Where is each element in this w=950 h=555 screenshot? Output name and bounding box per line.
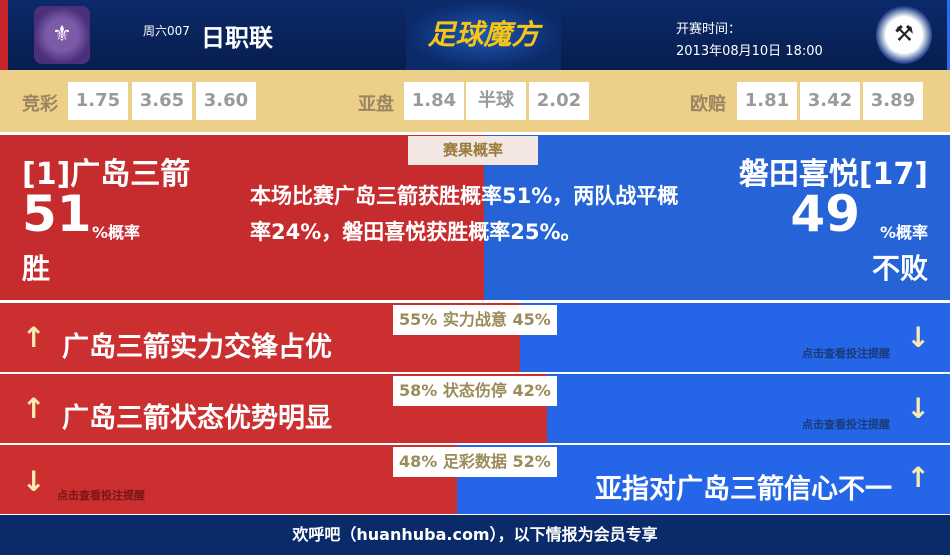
- away-team-logo-icon: ⚒: [876, 6, 932, 64]
- arrow-up-icon: ↑: [906, 461, 930, 494]
- betting-tip-link[interactable]: 点击查看投注提醒: [802, 347, 890, 360]
- league-name: 日职联: [201, 24, 273, 52]
- odds-cell: 3.42: [800, 82, 860, 120]
- arrow-up-icon: ↑: [22, 392, 46, 425]
- odds-cell: 1.81: [737, 82, 797, 120]
- analysis-row-form[interactable]: ↑ 广岛三箭状态优势明显 58% 状态伤停 42% 点击查看投注提醒 ↓: [0, 374, 950, 443]
- away-team-name: 磐田喜悦[17]: [738, 157, 928, 192]
- odds-bar: 竞彩 1.75 3.65 3.60 亚盘 1.84 半球 2.02 欧赔 1.8…: [0, 70, 950, 132]
- match-round: 周六007: [143, 24, 190, 38]
- jingcai-label: 竞彩: [22, 94, 58, 115]
- arrow-down-icon[interactable]: ↓: [906, 392, 930, 425]
- home-percent-unit: %概率: [92, 223, 141, 242]
- kickoff-label: 开赛时间：: [676, 22, 742, 37]
- probability-tag: 赛果概率: [408, 136, 538, 165]
- home-result: 胜: [22, 252, 51, 285]
- odds-cell: 1.75: [68, 82, 128, 120]
- home-team-logo-icon: ⚜: [34, 6, 90, 64]
- arrow-down-icon[interactable]: ↓: [22, 465, 46, 498]
- analysis-row-strength[interactable]: ↑ 广岛三箭实力交锋占优 55% 实力战意 45% 点击查看投注提醒 ↓: [0, 303, 950, 372]
- analysis-row-lottery[interactable]: ↓ 点击查看投注提醒 48% 足彩数据 52% 亚指对广岛三箭信心不一 ↑: [0, 445, 950, 514]
- arrow-up-icon: ↑: [22, 321, 46, 354]
- odds-cell: 2.02: [529, 82, 589, 120]
- brand-logo: 足球魔方: [406, 0, 561, 70]
- away-percent-unit: %概率: [879, 223, 928, 242]
- home-percent: 51: [22, 185, 92, 243]
- row-text: 亚指对广岛三箭信心不一: [595, 474, 892, 505]
- home-share-bar: [0, 445, 457, 514]
- row-label: 58% 状态伤停 42%: [393, 376, 557, 406]
- home-team-name: [1]广岛三箭: [22, 157, 191, 192]
- row-text: 广岛三箭实力交锋占优: [62, 332, 332, 363]
- odds-cell: 3.89: [863, 82, 923, 120]
- odds-cell: 半球: [466, 82, 526, 120]
- probability-summary: 本场比赛广岛三箭获胜概率51%，两队战平概率24%，磐田喜悦获胜概率25%。: [250, 184, 679, 244]
- betting-tip-link[interactable]: 点击查看投注提醒: [57, 489, 145, 502]
- away-probability-panel: 磐田喜悦[17] 49 %概率 不败: [484, 135, 950, 300]
- odds-cell: 1.84: [404, 82, 464, 120]
- match-header: ⚜ 周六007 日职联 足球魔方 开赛时间： 2013年08月10日 18:00…: [0, 0, 950, 70]
- ouzhi-label: 欧赔: [690, 94, 726, 115]
- away-result: 不败: [871, 252, 928, 285]
- row-label: 55% 实力战意 45%: [393, 305, 557, 335]
- yapan-label: 亚盘: [358, 94, 394, 115]
- odds-cell: 3.60: [196, 82, 256, 120]
- home-probability-panel: [1]广岛三箭 51 %概率 胜: [0, 135, 484, 300]
- arrow-down-icon[interactable]: ↓: [906, 321, 930, 354]
- row-text: 广岛三箭状态优势明显: [62, 403, 332, 434]
- away-percent: 49: [790, 185, 860, 243]
- row-label: 48% 足彩数据 52%: [393, 447, 557, 477]
- odds-cell: 3.65: [132, 82, 192, 120]
- kickoff-time: 2013年08月10日 18:00: [676, 44, 823, 59]
- member-footer[interactable]: 欢呼吧（huanhuba.com），以下情报为会员专享: [0, 515, 950, 555]
- betting-tip-link[interactable]: 点击查看投注提醒: [802, 418, 890, 431]
